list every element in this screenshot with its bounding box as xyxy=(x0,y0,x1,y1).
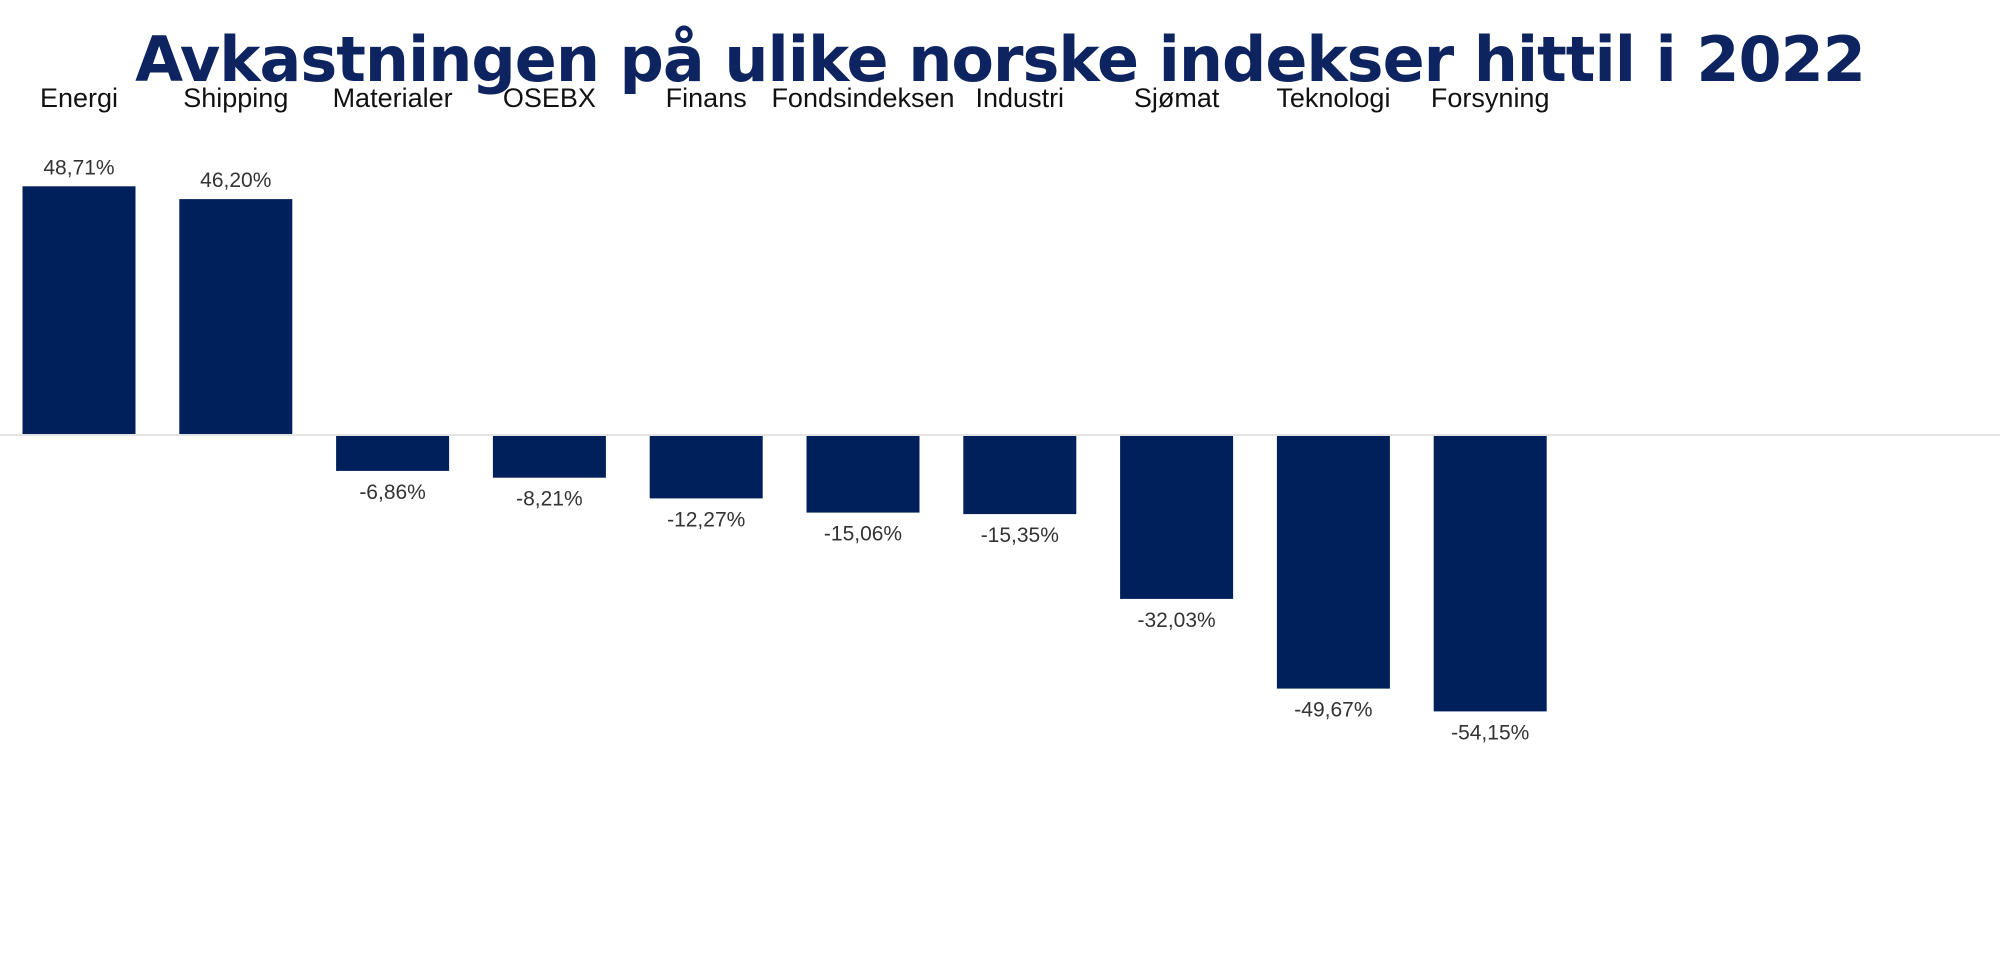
value-label-teknologi: -49,67% xyxy=(1294,699,1372,722)
bar-sjømat xyxy=(1120,436,1234,599)
value-label-sjømat: -32,03% xyxy=(1137,609,1215,632)
bars-layer xyxy=(22,186,1547,712)
bar-finans xyxy=(649,436,763,499)
category-label-fondsindeksen: Fondsindeksen xyxy=(771,83,954,113)
bar-fondsindeksen xyxy=(806,436,920,513)
bar-energi xyxy=(22,186,136,434)
category-label-forsyning: Forsyning xyxy=(1431,83,1550,113)
category-label-sjømat: Sjømat xyxy=(1134,83,1220,113)
category-label-finans: Finans xyxy=(666,83,747,113)
category-label-shipping: Shipping xyxy=(183,83,288,113)
value-label-osebx: -8,21% xyxy=(516,488,583,511)
value-label-fondsindeksen: -15,06% xyxy=(824,523,902,546)
bar-industri xyxy=(963,436,1077,515)
category-label-teknologi: Teknologi xyxy=(1276,83,1390,113)
value-label-finans: -12,27% xyxy=(667,508,745,531)
category-label-industri: Industri xyxy=(976,83,1065,113)
bar-teknologi xyxy=(1276,436,1390,689)
value-label-industri: -15,35% xyxy=(981,524,1059,547)
category-label-osebx: OSEBX xyxy=(503,83,596,113)
value-label-materialer: -6,86% xyxy=(359,481,426,504)
bar-materialer xyxy=(336,436,450,471)
category-labels-layer: Energi Shipping Materialer OSEBX Finans Fonds… xyxy=(40,83,1549,113)
value-label-forsyning: -54,15% xyxy=(1451,721,1529,744)
bar-osebx xyxy=(492,436,606,478)
value-labels-layer: 48,71% 46,20% -6,86% -8,21% -12,27% -15,06% -1… xyxy=(43,156,1529,744)
category-label-materialer: Materialer xyxy=(333,83,453,113)
value-label-energi: 48,71% xyxy=(43,156,114,179)
bar-forsyning xyxy=(1433,436,1547,712)
bar-shipping xyxy=(179,199,293,434)
category-label-energi: Energi xyxy=(40,83,118,113)
value-label-shipping: 46,20% xyxy=(200,169,271,192)
chart-title: Avkastningen på ulike norske indekser hi… xyxy=(135,23,1866,96)
